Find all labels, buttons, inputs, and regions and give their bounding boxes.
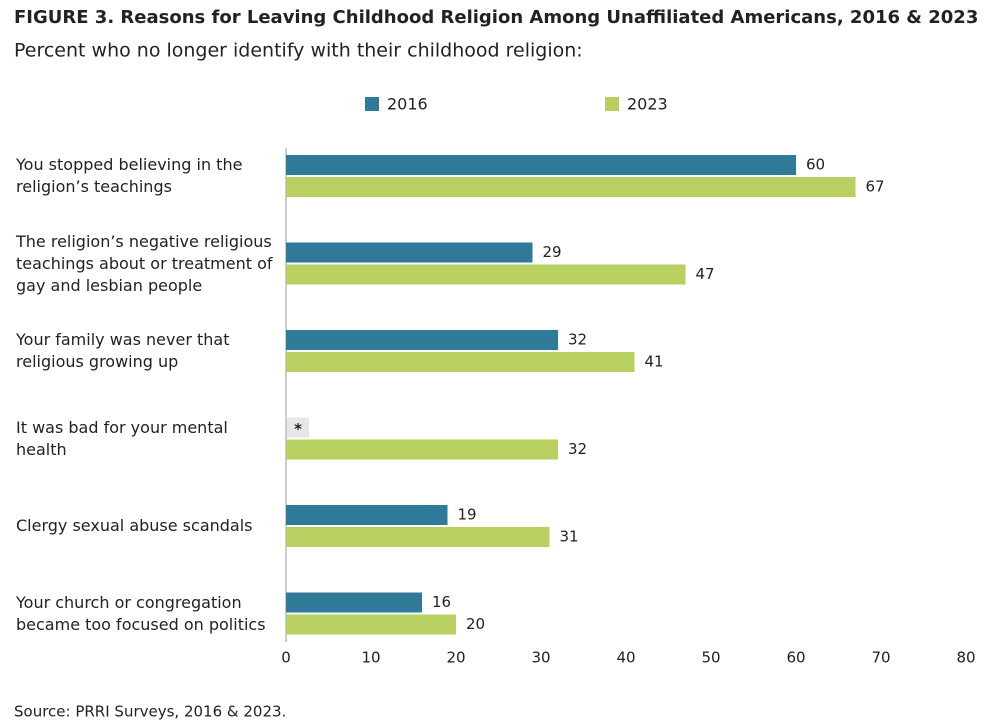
- x-tick-label: 30: [531, 649, 550, 667]
- value-label: *: [294, 420, 302, 438]
- bar: [286, 527, 550, 547]
- chart-subtitle: Percent who no longer identify with thei…: [14, 40, 583, 62]
- label-box: [287, 417, 309, 438]
- bar: [286, 264, 686, 285]
- value-label: 20: [466, 615, 485, 633]
- bar: [286, 242, 533, 263]
- x-tick-label: 20: [446, 649, 465, 667]
- x-tick-label: 60: [786, 649, 805, 667]
- x-tick-label: 10: [361, 649, 380, 667]
- bar: [286, 177, 856, 197]
- bar: [286, 614, 456, 635]
- legend-swatch: [365, 97, 379, 111]
- x-tick-label: 80: [956, 649, 975, 667]
- bar: [286, 330, 558, 350]
- bar: [286, 505, 448, 525]
- x-tick-label: 50: [701, 649, 720, 667]
- bar: [286, 155, 796, 175]
- value-label: 60: [806, 156, 825, 174]
- value-label: 16: [432, 593, 451, 611]
- x-tick-label: 70: [871, 649, 890, 667]
- bar: [286, 439, 558, 460]
- x-tick-label: 0: [281, 649, 291, 667]
- value-label: 19: [458, 506, 477, 524]
- category-label: Your family was never that religious gro…: [16, 330, 230, 371]
- category-label: It was bad for your mental health: [16, 417, 228, 459]
- value-label: 32: [568, 440, 587, 458]
- category-label: Your church or congregation became too f…: [16, 592, 266, 634]
- x-tick-label: 40: [616, 649, 635, 667]
- category-label: Clergy sexual abuse scandals: [16, 516, 253, 535]
- legend-label: 2023: [627, 95, 668, 114]
- category-label: You stopped believing in the religion’s …: [16, 155, 243, 196]
- category-label: The religion’s negative religious teachi…: [16, 231, 273, 295]
- legend-swatch: [605, 97, 619, 111]
- chart-title: FIGURE 3. Reasons for Leaving Childhood …: [14, 7, 978, 28]
- value-label: 47: [696, 265, 715, 283]
- bar: [286, 592, 422, 613]
- source: Source: PRRI Surveys, 2016 & 2023.: [14, 703, 286, 721]
- bar: [286, 352, 635, 372]
- value-label: 67: [866, 178, 885, 196]
- legend-label: 2016: [387, 95, 428, 114]
- value-label: 32: [568, 331, 587, 349]
- value-label: 41: [645, 353, 664, 371]
- value-label: 31: [560, 528, 579, 546]
- value-label: 29: [543, 243, 562, 261]
